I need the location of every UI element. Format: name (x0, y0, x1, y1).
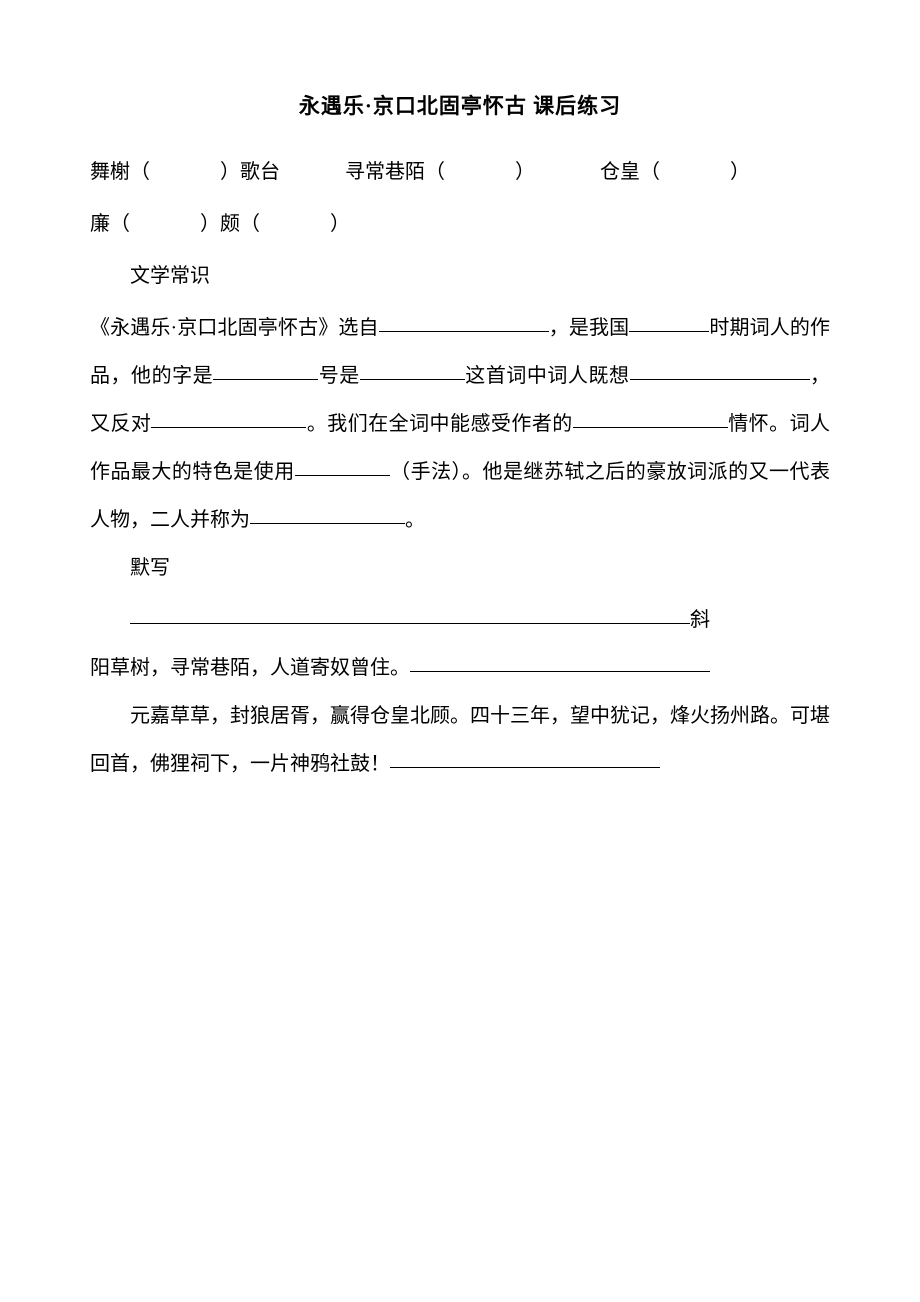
text-segment: 。我们在全词中能感受作者的 (306, 413, 572, 435)
dictation-line-3: 元嘉草草，封狼居胥，赢得仓皇北顾。四十三年，望中犹记，烽火扬州路。可堪回首，佛狸… (90, 692, 830, 788)
fill-blank[interactable] (410, 671, 710, 672)
text-segment: 。 (405, 509, 425, 531)
text-segment: 元嘉草草，封狼居胥，赢得仓皇北顾。四十三年，望中犹记，烽火扬州路。可堪回首，佛狸… (90, 705, 830, 775)
pinyin-item-4-mid: ）颇（ (200, 213, 260, 235)
pinyin-item-2-pre: 寻常巷陌（ (345, 161, 445, 183)
pinyin-row-2: 廉（ ）颇（ ） (90, 200, 830, 248)
fill-blank[interactable] (630, 379, 810, 380)
text-segment: 阳草树，寻常巷陌，人道寄奴曾住。 (90, 657, 410, 679)
pinyin-item-1-pre: 舞榭（ (90, 161, 150, 183)
fill-blank[interactable] (390, 767, 660, 768)
text-segment: 《永遇乐·京口北固亭怀古》选自 (90, 317, 379, 339)
pinyin-row-1: 舞榭（ ）歌台 寻常巷陌（ ） 仓皇（ ） (90, 148, 830, 196)
text-segment: 号是 (318, 365, 360, 387)
text-segment: 斜 (690, 609, 710, 631)
pinyin-item-4-post: ） (330, 213, 350, 235)
text-segment: 这首词中词人既想 (465, 365, 630, 387)
fill-blank[interactable] (295, 475, 390, 476)
literary-paragraph: 《永遇乐·京口北固亭怀古》选自，是我国时期词人的作品，他的字是号是这首词中词人既… (90, 304, 830, 544)
dictation-line-1: 斜 (90, 596, 830, 644)
fill-blank[interactable] (151, 427, 306, 428)
page-title: 永遇乐·京口北固亭怀古 课后练习 (90, 90, 830, 120)
fill-blank[interactable] (629, 331, 709, 332)
section-heading-dictation: 默写 (90, 544, 830, 592)
pinyin-item-1-post: ）歌台 (220, 161, 280, 183)
fill-blank[interactable] (379, 331, 549, 332)
fill-blank[interactable] (250, 523, 405, 524)
fill-blank[interactable] (213, 379, 318, 380)
fill-blank[interactable] (360, 379, 465, 380)
pinyin-item-3-pre: 仓皇（ (600, 161, 660, 183)
pinyin-item-4-pre: 廉（ (90, 213, 130, 235)
text-segment: ，是我国 (549, 317, 630, 339)
dictation-line-2: 阳草树，寻常巷陌，人道寄奴曾住。 (90, 644, 830, 692)
pinyin-item-3-post: ） (730, 161, 750, 183)
fill-blank[interactable] (573, 427, 728, 428)
pinyin-item-2-post: ） (515, 161, 535, 183)
fill-blank-long[interactable] (130, 623, 690, 624)
section-heading-literary: 文学常识 (90, 252, 830, 300)
